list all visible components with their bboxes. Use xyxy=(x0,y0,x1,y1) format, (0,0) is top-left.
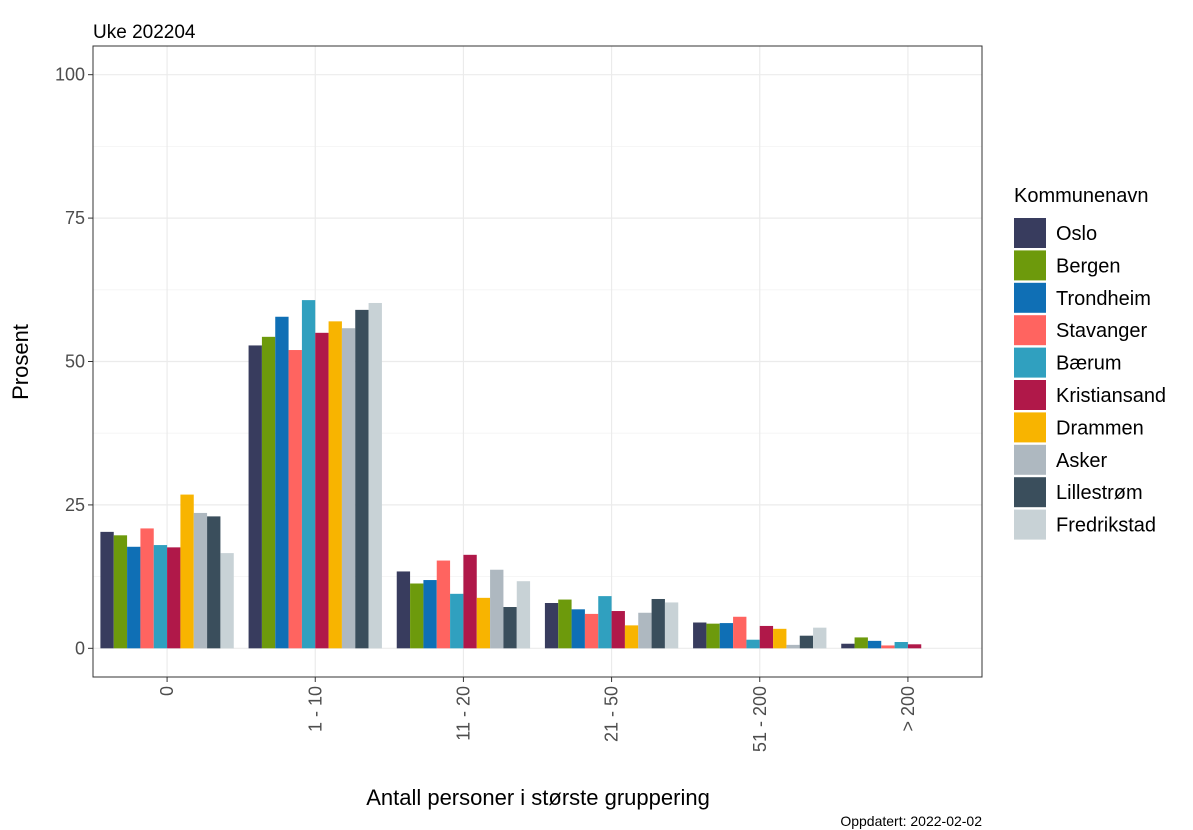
bar xyxy=(476,597,491,649)
legend-swatch xyxy=(1014,444,1046,475)
bar xyxy=(100,531,114,649)
legend-label: Asker xyxy=(1056,450,1107,472)
bar xyxy=(894,642,908,649)
bar xyxy=(355,309,369,649)
bar xyxy=(841,643,855,649)
legend-label: Trondheim xyxy=(1056,288,1151,310)
bar xyxy=(773,628,787,649)
legend-label: Lillestrøm xyxy=(1056,482,1143,504)
bar xyxy=(288,350,302,649)
bar xyxy=(396,571,411,649)
y-tick-label: 50 xyxy=(65,352,85,372)
bar xyxy=(193,512,208,649)
bar xyxy=(544,603,559,649)
x-axis-ticks: 0 1 - 10 11 - 20 21 - 50 51 - 200 > 200 xyxy=(157,677,918,752)
x-tick-label: 0 xyxy=(157,686,177,696)
bar xyxy=(423,580,437,649)
bar xyxy=(759,625,774,649)
bar xyxy=(436,560,451,649)
bar xyxy=(624,625,639,649)
legend-label: Stavanger xyxy=(1056,320,1148,342)
y-tick-label: 0 xyxy=(75,638,85,658)
bar xyxy=(341,328,356,649)
bar xyxy=(584,613,599,649)
bar xyxy=(693,622,707,649)
bar xyxy=(746,639,760,649)
bar xyxy=(907,644,922,649)
y-axis-title: Prosent xyxy=(8,324,33,400)
bar xyxy=(275,316,289,649)
bar xyxy=(611,611,625,649)
bar xyxy=(127,546,141,649)
bar xyxy=(450,593,464,649)
legend-title: Kommunenavn xyxy=(1014,185,1149,207)
legend-label: Drammen xyxy=(1056,417,1144,439)
bar xyxy=(113,535,128,649)
bar xyxy=(651,598,665,649)
chart-subtitle: Uke 202204 xyxy=(93,22,196,43)
x-tick-label: > 200 xyxy=(898,686,918,732)
legend-swatch xyxy=(1014,380,1046,410)
bars xyxy=(100,300,922,649)
bar xyxy=(786,644,800,649)
bar xyxy=(261,336,276,649)
legend-swatch xyxy=(1014,282,1046,313)
y-tick-label: 75 xyxy=(65,208,85,228)
bar xyxy=(854,637,868,649)
bar xyxy=(881,645,895,649)
x-tick-label: 21 - 50 xyxy=(602,686,622,742)
legend-label: Bærum xyxy=(1056,353,1122,375)
bar xyxy=(571,609,585,649)
caption: Oppdatert: 2022-02-02 xyxy=(840,813,982,829)
bar xyxy=(248,345,262,649)
legend-swatch xyxy=(1014,412,1046,443)
bar xyxy=(410,583,424,649)
legend-label: Bergen xyxy=(1056,255,1121,277)
bar xyxy=(167,547,181,649)
bar xyxy=(867,640,882,649)
bar xyxy=(516,581,531,649)
bar xyxy=(301,300,316,649)
legend-label: Oslo xyxy=(1056,223,1097,245)
bar xyxy=(719,623,734,649)
bar xyxy=(328,321,342,649)
bar xyxy=(664,602,679,649)
bar xyxy=(799,635,814,649)
legend-swatch xyxy=(1014,509,1046,540)
y-axis-ticks: 0 25 50 75 100 xyxy=(55,65,93,658)
bar xyxy=(503,607,517,649)
legend-swatch xyxy=(1014,347,1046,378)
bar xyxy=(153,545,168,649)
bar xyxy=(220,553,234,649)
x-tick-label: 11 - 20 xyxy=(453,686,473,741)
bar xyxy=(598,596,612,649)
bar xyxy=(315,332,329,649)
bar xyxy=(638,612,652,649)
x-tick-label: 1 - 10 xyxy=(305,686,325,732)
x-axis-title: Antall personer i største gruppering xyxy=(366,785,710,810)
legend: Kommunenavn Oslo Bergen Trondheim Stavanger… xyxy=(1014,185,1166,540)
y-tick-label: 100 xyxy=(55,65,85,85)
legend-swatch xyxy=(1014,250,1046,281)
legend-label: Kristiansand xyxy=(1056,385,1166,407)
bar xyxy=(733,616,747,649)
bar xyxy=(180,494,194,649)
x-tick-label: 51 - 200 xyxy=(750,686,770,752)
bar xyxy=(140,528,154,649)
bar xyxy=(813,627,827,649)
bar xyxy=(368,302,382,649)
legend-swatch xyxy=(1014,218,1046,248)
bar xyxy=(207,516,221,649)
bar xyxy=(706,623,720,649)
legend-swatch xyxy=(1014,477,1046,508)
bar xyxy=(558,599,572,649)
bar xyxy=(463,554,477,649)
legend-label: Fredrikstad xyxy=(1056,515,1156,537)
bar xyxy=(490,569,504,649)
y-tick-label: 25 xyxy=(65,495,85,515)
legend-swatch xyxy=(1014,315,1046,346)
